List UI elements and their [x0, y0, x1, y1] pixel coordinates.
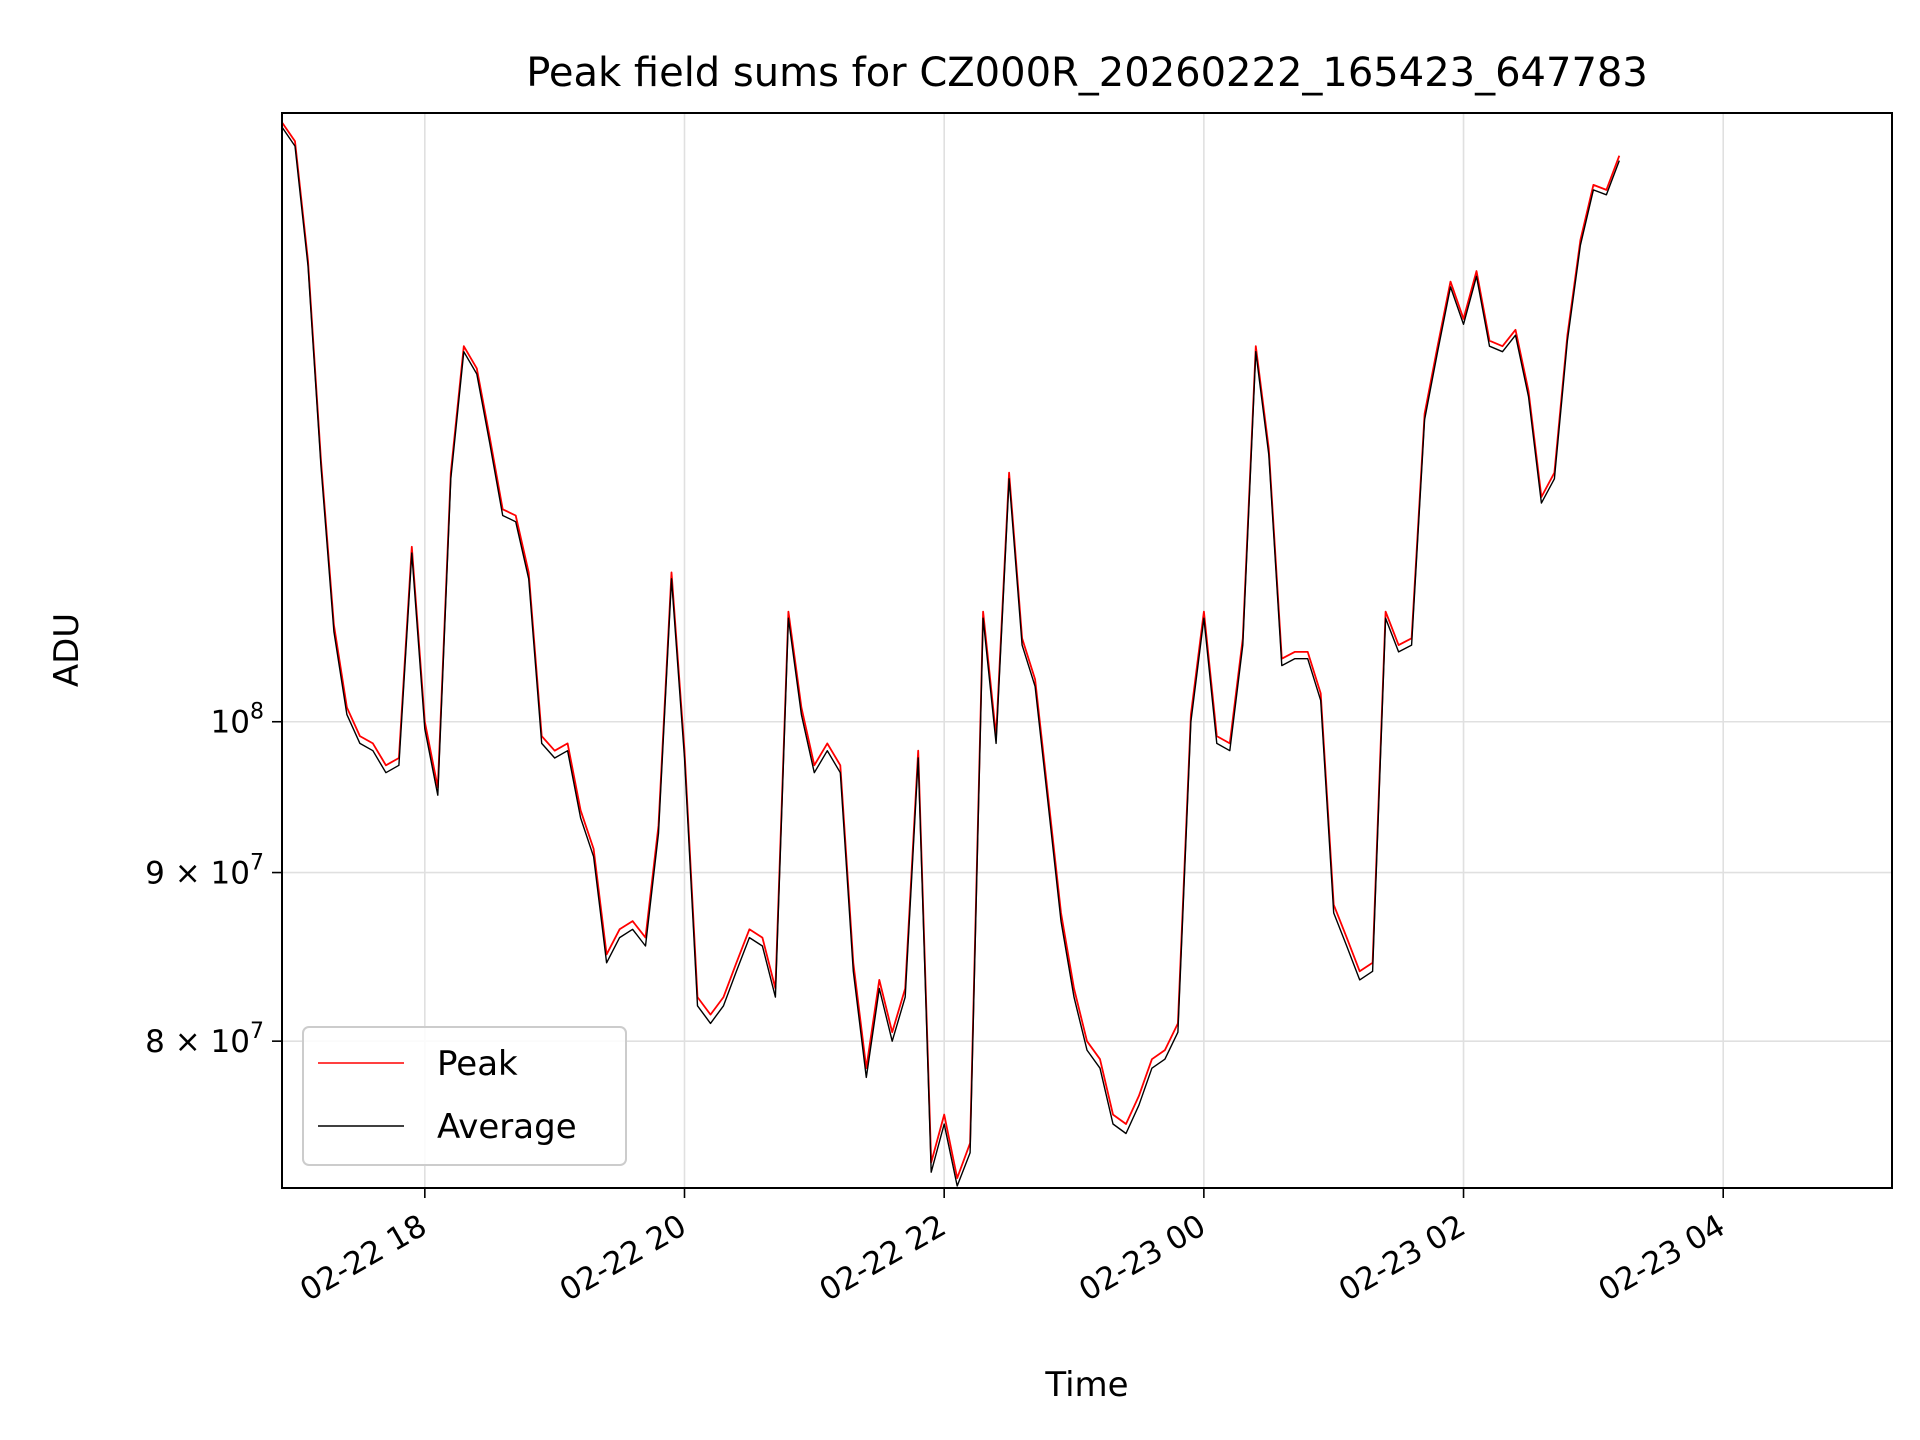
legend-label-peak: Peak [437, 1044, 518, 1084]
legend-box [302, 1026, 627, 1166]
x-axis-label: Time [1044, 1365, 1128, 1405]
x-tick-label: 02-23 02 [1333, 1208, 1472, 1309]
x-tick-label: 02-22 20 [554, 1208, 693, 1309]
legend-label-average: Average [437, 1107, 577, 1147]
x-tick-label: 02-23 04 [1592, 1208, 1731, 1309]
legend: Peak Average [302, 1026, 627, 1166]
series-line-peak [281, 121, 1621, 1179]
chart-title: Peak field sums for CZ000R_20260222_1654… [526, 50, 1648, 96]
series-layer [281, 121, 1621, 1187]
y-tick-label: 9 × 107 [145, 851, 264, 892]
y-tick-label: 108 [211, 700, 264, 741]
y-axis-ticks: 8 × 107 9 × 107 108 [145, 700, 282, 1060]
series-line-average [281, 126, 1620, 1187]
x-tick-label: 02-23 00 [1073, 1208, 1212, 1309]
x-tick-label: 02-22 22 [813, 1208, 952, 1309]
plot-frame [281, 112, 1893, 1189]
x-axis-ticks: 02-22 18 02-22 20 02-22 22 02-23 00 02-23 02… [294, 1188, 1731, 1309]
x-tick-label: 02-22 18 [294, 1208, 433, 1309]
y-tick-label: 8 × 107 [145, 1019, 264, 1060]
y-axis-label: ADU [47, 613, 87, 687]
